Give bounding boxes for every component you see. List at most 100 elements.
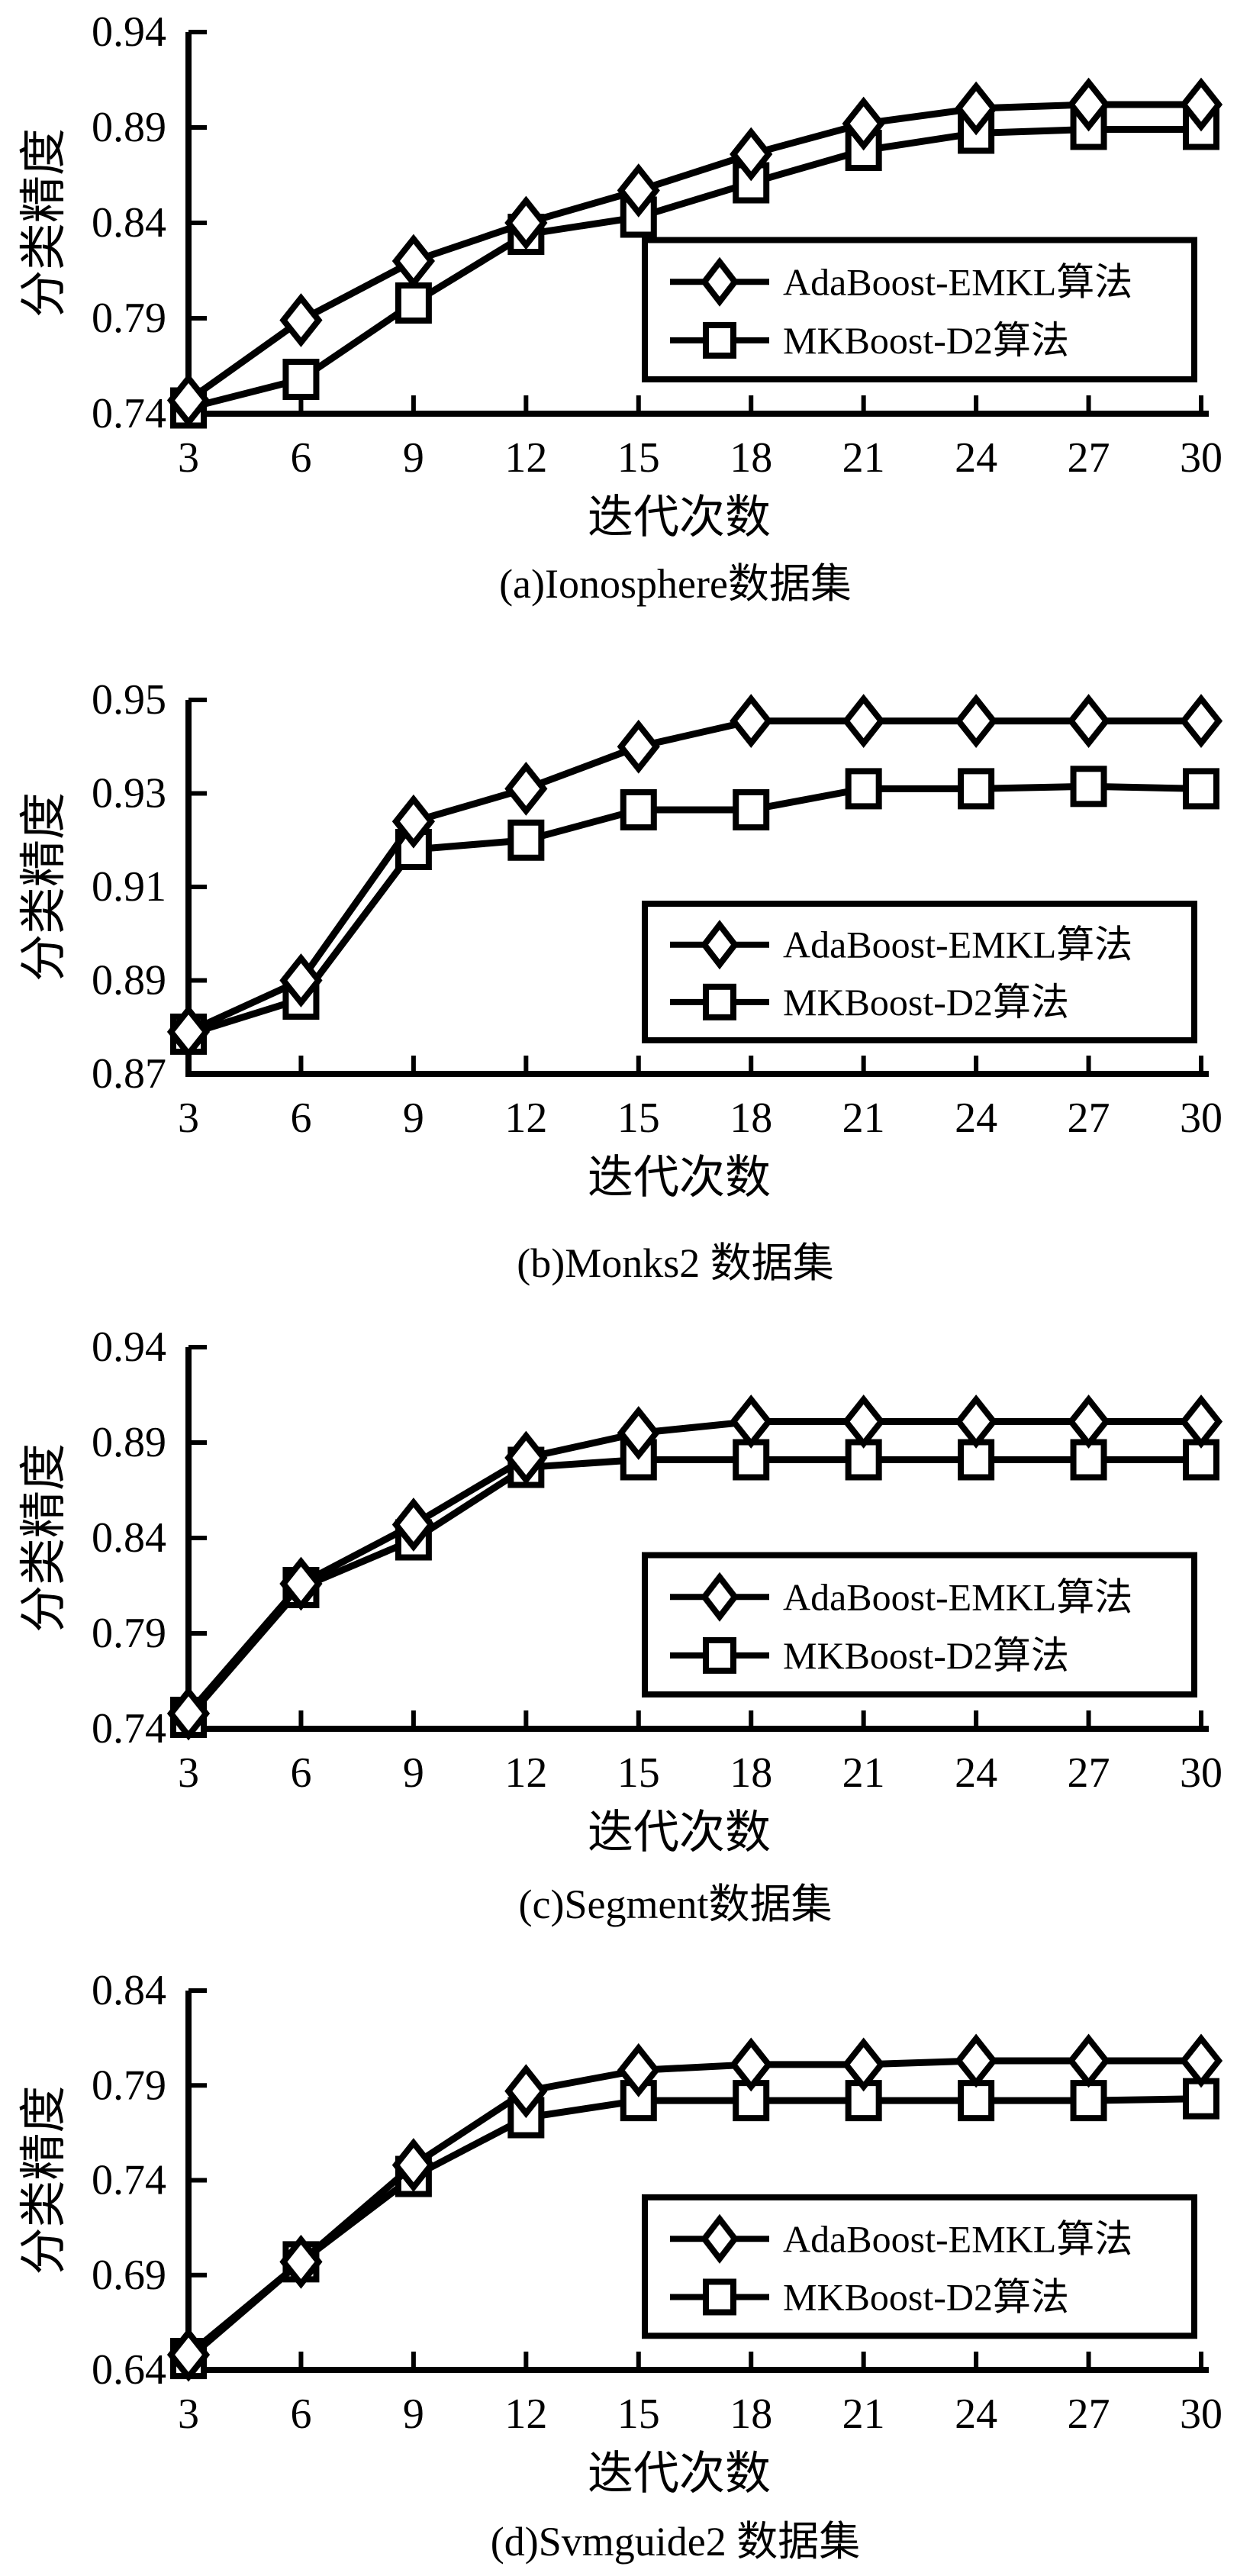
- diamond-marker: [1179, 77, 1223, 132]
- square-marker: [620, 788, 657, 830]
- y-tick-label: 0.94: [92, 8, 166, 56]
- panel-caption: (b)Monks2 数据集: [517, 1240, 834, 1286]
- legend-marker-square: [703, 2278, 736, 2316]
- square-marker: [1070, 2080, 1107, 2122]
- y-tick-label: 0.79: [92, 295, 166, 342]
- y-tick-label: 0.74: [92, 2157, 166, 2204]
- diamond-marker: [1179, 694, 1223, 749]
- x-tick-label: 15: [617, 434, 660, 482]
- diamond-marker: [617, 1406, 660, 1460]
- diamond-marker: [955, 81, 998, 136]
- diamond-marker: [730, 127, 773, 182]
- legend-label: AdaBoost-EMKL算法: [783, 1575, 1132, 1618]
- series-line: [186, 101, 1201, 404]
- square-marker: [733, 788, 770, 830]
- x-tick-label: 3: [178, 1749, 199, 1797]
- x-tick-label: 30: [1180, 2391, 1223, 2438]
- diamond-marker: [730, 694, 773, 749]
- x-tick-label: 24: [955, 2391, 997, 2438]
- legend-label: MKBoost-D2算法: [783, 2275, 1069, 2318]
- series-line: [185, 1456, 1201, 1720]
- diamond-marker: [842, 1394, 885, 1449]
- x-tick-label: 18: [730, 2391, 772, 2438]
- legend-entry: AdaBoost-EMKL算法: [670, 2213, 1132, 2264]
- x-axis-title: 迭代次数: [588, 1807, 771, 1858]
- diamond-marker: [279, 2234, 323, 2289]
- diamond-marker: [617, 2042, 660, 2097]
- x-tick-label: 3: [178, 1095, 199, 1142]
- panel-d: 0.64 0.69 0.74 0.79 0.84 3 6 9 12 15 18 21 24 27 30 分类精…: [18, 1967, 1223, 2565]
- panel-caption: (d)Svmguide2 数据集: [491, 2519, 860, 2565]
- series-line: [187, 782, 1202, 1038]
- diamond-marker: [391, 234, 435, 289]
- diamond-marker: [279, 953, 323, 1008]
- y-tick-label: 0.74: [92, 1705, 166, 1752]
- diamond-marker: [617, 719, 660, 774]
- series-line: [185, 1418, 1201, 1716]
- legend: AdaBoost-EMKL算法 MKBoost-D2算法: [642, 2194, 1197, 2339]
- diamond-marker: [504, 195, 548, 250]
- x-tick-label: 27: [1068, 434, 1110, 482]
- diamond-marker: [166, 373, 211, 427]
- panel-caption: (a)Ionosphere数据集: [499, 561, 852, 607]
- diamond-marker: [1067, 77, 1110, 132]
- y-axis-title: 分类精度: [18, 792, 70, 982]
- square-marker: [958, 768, 995, 810]
- panel-c: 0.74 0.79 0.84 0.89 0.94 3 6 9 12 15 18 21 24 27 30 分类精…: [18, 1323, 1223, 1927]
- y-tick-label: 0.79: [92, 1610, 166, 1657]
- legend-marker-square: [703, 1636, 736, 1674]
- x-tick-label: 9: [403, 1749, 424, 1797]
- series-adaboost-emkl: [166, 2033, 1223, 2382]
- legend-marker-square: [703, 983, 736, 1020]
- y-tick-label: 0.79: [92, 2062, 166, 2109]
- legend-entry: MKBoost-D2算法: [670, 1634, 1069, 1677]
- x-tick-label: 6: [290, 1095, 311, 1142]
- diamond-marker: [842, 96, 885, 151]
- diamond-marker: [166, 1004, 211, 1059]
- y-tick-label: 0.93: [92, 770, 166, 817]
- x-tick-label: 21: [842, 434, 885, 482]
- x-tick-label: 12: [504, 434, 547, 482]
- square-marker: [282, 359, 320, 400]
- diamond-marker: [1067, 1394, 1110, 1449]
- legend: AdaBoost-EMKL算法 MKBoost-D2算法: [642, 1552, 1197, 1697]
- diamond-marker: [279, 1556, 323, 1611]
- series-line: [187, 126, 1201, 411]
- y-tick-label: 0.89: [92, 104, 166, 151]
- diamond-marker: [842, 694, 885, 749]
- y-tick-label: 0.84: [92, 1967, 166, 2014]
- x-tick-label: 30: [1180, 1095, 1223, 1142]
- x-tick-label: 15: [617, 2391, 660, 2438]
- diamond-marker: [955, 2033, 998, 2088]
- x-tick-label: 9: [403, 2391, 424, 2438]
- x-tick-label: 12: [504, 2391, 547, 2438]
- x-tick-label: 21: [842, 1095, 885, 1142]
- y-tick-label: 0.87: [92, 1050, 166, 1098]
- x-tick-label: 30: [1180, 1749, 1223, 1797]
- x-tick-label: 9: [403, 434, 424, 482]
- panel-caption: (c)Segment数据集: [519, 1881, 833, 1927]
- diamond-marker: [842, 2037, 885, 2092]
- diamond-marker: [279, 293, 323, 347]
- x-tick-label: 21: [842, 1749, 885, 1797]
- x-tick-label: 24: [955, 1749, 997, 1797]
- legend-entry: AdaBoost-EMKL算法: [670, 256, 1132, 307]
- legend-entry: MKBoost-D2算法: [670, 319, 1069, 362]
- x-axis-title: 迭代次数: [588, 2449, 771, 2499]
- diamond-marker: [504, 1430, 548, 1485]
- diamond-marker: [1179, 2033, 1223, 2088]
- legend-marker-square: [703, 321, 736, 359]
- y-tick-label: 0.94: [92, 1323, 166, 1371]
- legend: AdaBoost-EMKL算法 MKBoost-D2算法: [642, 901, 1197, 1043]
- series-line: [187, 717, 1201, 1035]
- legend-marker-diamond: [700, 1572, 739, 1622]
- y-tick-label: 0.64: [92, 2346, 166, 2394]
- x-tick-label: 18: [730, 1749, 772, 1797]
- x-tick-label: 9: [403, 1095, 424, 1142]
- series-adaboost-emkl: [166, 77, 1223, 427]
- x-tick-label: 24: [955, 1095, 997, 1142]
- y-tick-label: 0.89: [92, 1419, 166, 1466]
- x-tick-label: 12: [504, 1095, 547, 1142]
- y-tick-label: 0.91: [92, 863, 166, 911]
